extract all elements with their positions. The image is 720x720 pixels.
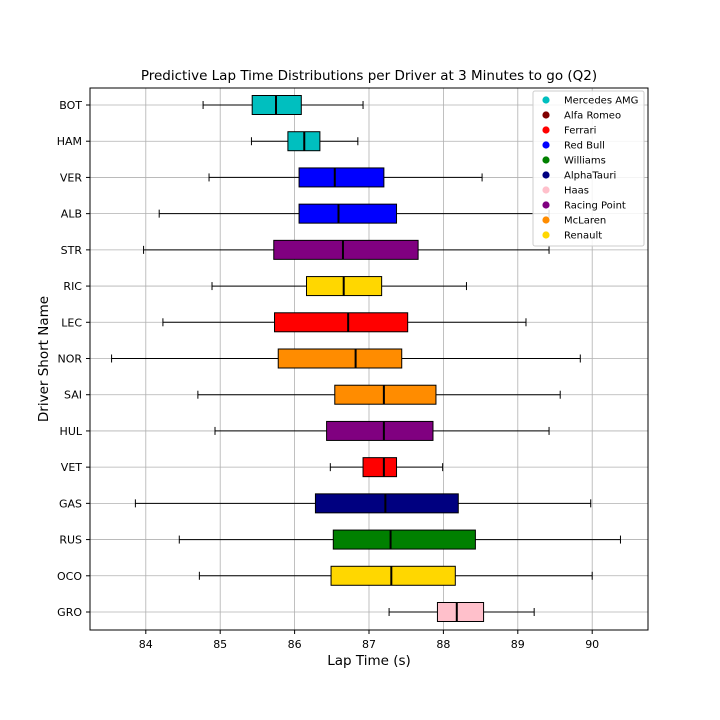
iqr-box xyxy=(362,457,398,478)
legend-marker xyxy=(542,141,550,149)
legend-label: Mercedes AMG xyxy=(564,96,638,107)
boxes xyxy=(111,95,621,622)
box-alb xyxy=(158,203,550,224)
y-tick-label-vet: VET xyxy=(61,461,82,474)
box-ham xyxy=(250,131,359,152)
legend-label: Renault xyxy=(564,231,602,242)
y-tick-label-rus: RUS xyxy=(59,534,82,547)
legend-item: Renault xyxy=(542,231,602,242)
legend-label: Red Bull xyxy=(564,141,605,152)
box-ver xyxy=(208,167,483,188)
iqr-box xyxy=(330,565,456,586)
iqr-box xyxy=(273,239,419,260)
legend-item: McLaren xyxy=(542,216,606,227)
iqr-box xyxy=(314,493,459,514)
iqr-box xyxy=(298,203,398,224)
x-tick-label: 86 xyxy=(288,638,302,651)
legend-label: McLaren xyxy=(564,216,606,227)
box-nor xyxy=(111,348,581,369)
box-gro xyxy=(388,602,535,622)
y-tick-label-bot: BOT xyxy=(59,99,82,112)
y-tick-label-gro: GRO xyxy=(57,606,82,619)
legend-marker xyxy=(542,171,550,179)
y-tick-label-lec: LEC xyxy=(61,316,82,329)
legend-item: Racing Point xyxy=(542,201,626,212)
legend-label: Ferrari xyxy=(564,126,596,137)
x-axis-ticks: 84 85 86 87 88 89 90 xyxy=(139,630,599,651)
legend-marker xyxy=(542,186,550,194)
y-tick-label-gas: GAS xyxy=(59,497,82,510)
legend-item: Red Bull xyxy=(542,141,605,152)
legend-marker xyxy=(542,126,550,134)
y-tick-label-hul: HUL xyxy=(60,425,83,438)
box-gas xyxy=(134,493,592,514)
y-tick-label-nor: NOR xyxy=(57,353,82,366)
x-tick-label: 84 xyxy=(139,638,153,651)
y-tick-label-ver: VER xyxy=(60,171,82,184)
legend-item: Haas xyxy=(542,186,589,197)
iqr-box xyxy=(326,420,434,441)
legend-item: Alfa Romeo xyxy=(542,111,621,122)
iqr-box xyxy=(436,602,485,622)
iqr-box xyxy=(298,167,385,188)
x-tick-label: 87 xyxy=(362,638,376,651)
legend-marker xyxy=(542,231,550,239)
y-tick-label-alb: ALB xyxy=(61,208,82,221)
chart-title: Predictive Lap Time Distributions per Dr… xyxy=(141,68,597,84)
x-tick-label: 90 xyxy=(585,638,599,651)
box-ric xyxy=(211,276,467,297)
legend-label: Alfa Romeo xyxy=(564,111,621,122)
box-lec xyxy=(162,312,527,333)
box-oco xyxy=(198,565,593,586)
legend-marker xyxy=(542,201,550,209)
box-vet xyxy=(329,457,444,478)
y-tick-label-ric: RIC xyxy=(63,280,82,293)
box-rus xyxy=(178,529,621,550)
legend-marker xyxy=(542,216,550,224)
x-tick-label: 89 xyxy=(511,638,525,651)
y-tick-label-sai: SAI xyxy=(64,389,82,402)
legend-marker xyxy=(542,96,550,104)
legend-label: AlphaTauri xyxy=(564,171,616,182)
x-tick-label: 88 xyxy=(436,638,450,651)
y-tick-label-oco: OCO xyxy=(57,570,82,583)
legend-label: Racing Point xyxy=(564,201,626,212)
legend-item: Mercedes AMG xyxy=(542,96,638,107)
legend: Mercedes AMG Alfa Romeo Ferrari Red Bull Wil… xyxy=(532,90,645,247)
legend-item: AlphaTauri xyxy=(542,171,616,182)
legend-item: Williams xyxy=(542,156,606,167)
y-axis-label: Driver Short Name xyxy=(36,296,52,422)
y-tick-label-str: STR xyxy=(61,244,83,257)
iqr-box xyxy=(334,384,437,405)
box-sai xyxy=(197,384,561,405)
legend-item: Ferrari xyxy=(542,126,596,137)
legend-frame xyxy=(532,90,645,247)
iqr-box xyxy=(332,529,476,550)
iqr-box xyxy=(277,348,403,369)
x-axis-label: Lap Time (s) xyxy=(327,653,411,669)
x-tick-label: 85 xyxy=(213,638,227,651)
y-tick-label-ham: HAM xyxy=(57,135,82,148)
iqr-box xyxy=(274,312,409,333)
legend-label: Williams xyxy=(564,156,606,167)
box-str xyxy=(143,239,550,260)
box-hul xyxy=(214,420,550,441)
y-axis-ticks: BOT HAM VER ALB STR RIC LEC NOR SAI HUL VET GAS RUS O… xyxy=(57,99,90,619)
legend-label: Haas xyxy=(564,186,589,197)
legend-marker xyxy=(542,111,550,119)
legend-marker xyxy=(542,156,550,164)
box-bot xyxy=(202,95,364,115)
